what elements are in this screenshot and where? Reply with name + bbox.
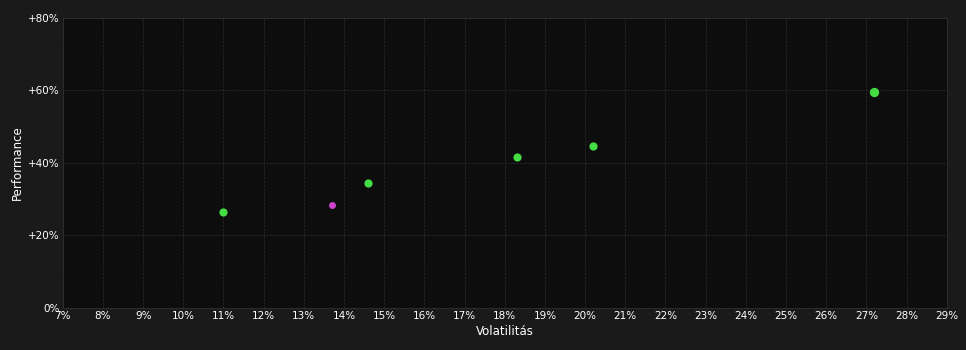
Point xyxy=(867,89,882,95)
Y-axis label: Performance: Performance xyxy=(12,125,24,200)
Point xyxy=(509,154,525,160)
Point xyxy=(325,202,340,207)
Point xyxy=(585,144,601,149)
Point xyxy=(215,209,231,215)
Point xyxy=(360,180,376,186)
X-axis label: Volatilitás: Volatilitás xyxy=(476,325,533,338)
